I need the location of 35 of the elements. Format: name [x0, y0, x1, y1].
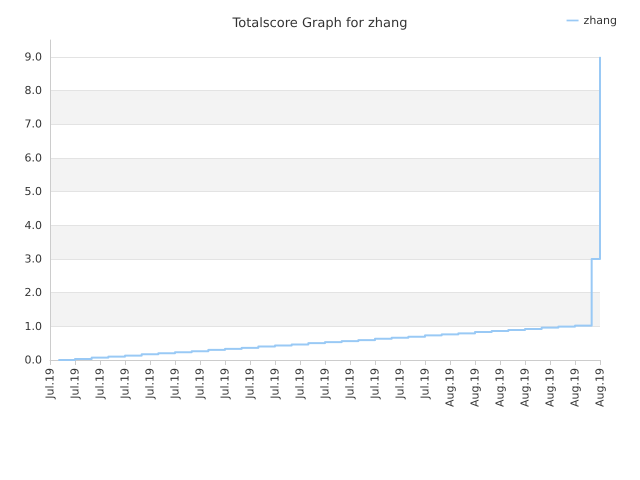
x-tick-label: Aug.19 [544, 368, 556, 407]
y-tick-label: 5.0 [24, 185, 42, 198]
x-tick-label: Aug.19 [468, 368, 482, 407]
x-tick-label: Jul.19 [168, 368, 182, 400]
y-tick-label: 7.0 [24, 118, 42, 131]
x-tick-label: Jul.19 [94, 368, 106, 400]
x-tick-label: Jul.19 [68, 368, 82, 400]
x-tick-label: Jul.19 [394, 368, 406, 400]
x-tick-label: Aug.19 [444, 368, 456, 407]
x-tick-label: Aug.19 [518, 368, 532, 407]
y-tick-label: 1.0 [24, 320, 42, 333]
y-tick-label: 4.0 [24, 218, 42, 232]
y-tick-label: 8.0 [24, 84, 42, 98]
x-tick-label: Jul.19 [44, 368, 56, 400]
x-tick-label: Jul.19 [318, 368, 332, 400]
y-tick-label: 0.0 [24, 354, 42, 366]
x-tick-label: Aug.19 [594, 368, 606, 407]
y-tick-label: 9.0 [24, 50, 42, 64]
x-tick-label: Jul.19 [268, 368, 282, 400]
x-tick-label: Jul.19 [218, 368, 232, 400]
legend-label: zhang [584, 14, 618, 27]
x-tick-label: Jul.19 [368, 368, 382, 400]
x-tick-label: Jul.19 [144, 368, 156, 400]
x-tick-label: Jul.19 [194, 368, 206, 400]
x-tick-label: Aug.19 [568, 368, 582, 407]
y-tick-label: 3.0 [24, 252, 42, 266]
x-tick-label: Jul.19 [418, 368, 432, 400]
x-tick-label: Aug.19 [494, 368, 506, 407]
y-tick-label: 2.0 [24, 286, 42, 300]
y-tick-label: 6.0 [24, 151, 42, 164]
x-tick-label: Jul.19 [344, 368, 356, 400]
x-tick-label: Jul.19 [244, 368, 256, 400]
x-tick-label: Jul.19 [294, 368, 306, 400]
chart-title: Totalscore Graph for zhang [232, 16, 408, 31]
x-tick-label: Jul.19 [118, 368, 132, 400]
